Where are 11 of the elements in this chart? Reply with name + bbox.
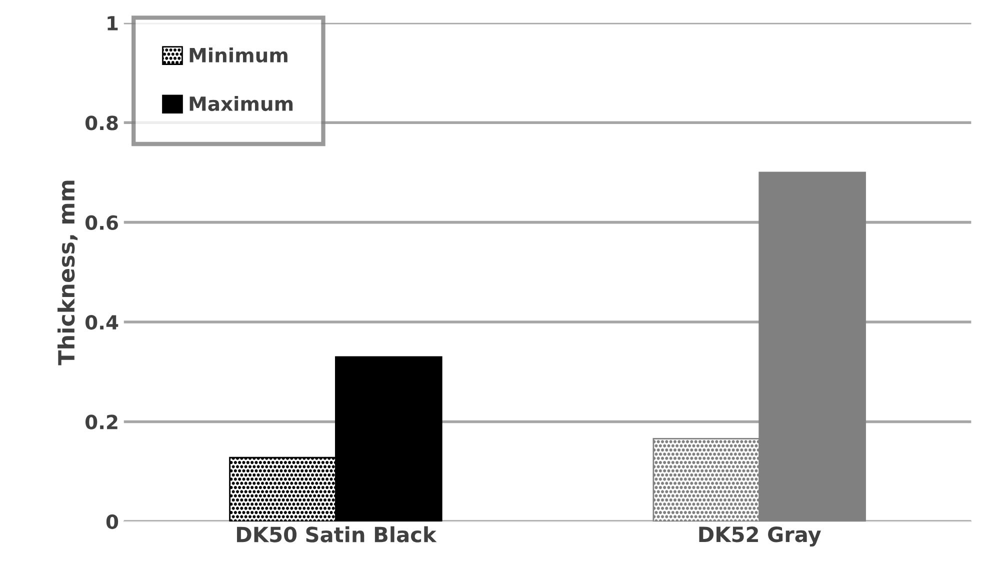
y-tick-label: 0 bbox=[106, 514, 118, 530]
legend-label: Maximum bbox=[190, 96, 293, 112]
y-tick-label: 1 bbox=[108, 16, 118, 30]
x-tick-label: DK52 Gray bbox=[699, 526, 821, 546]
legend-label: Minimum bbox=[190, 47, 288, 62]
x-tick-label: DK50 Satin Black bbox=[237, 526, 437, 542]
y-tick-label: 0.2 bbox=[86, 414, 118, 430]
y-axis-title: Thickness, mm bbox=[58, 180, 78, 366]
y-tick-label: 0.8 bbox=[86, 116, 118, 130]
y-tick-label: 0.4 bbox=[86, 314, 118, 330]
y-tick-label: 0.6 bbox=[86, 215, 118, 230]
